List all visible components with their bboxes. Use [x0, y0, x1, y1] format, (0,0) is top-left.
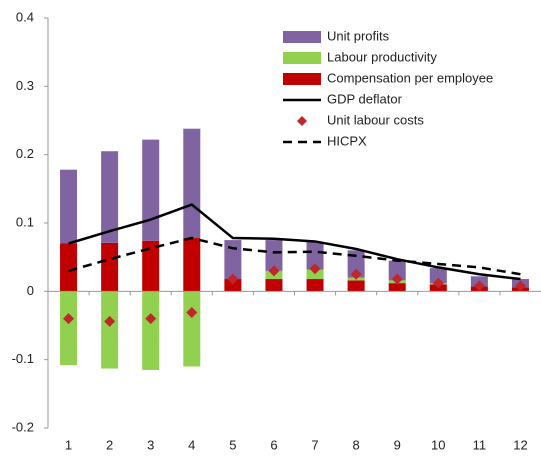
x-tick-label: 4 — [188, 437, 195, 452]
legend-label: HICPX — [327, 133, 367, 148]
bar — [60, 169, 78, 244]
bar — [265, 279, 283, 292]
legend-swatch — [283, 31, 321, 43]
y-tick-label: 0.1 — [16, 214, 34, 229]
legend-label: Unit profits — [327, 28, 390, 43]
x-tick-label: 8 — [353, 437, 360, 452]
bar — [347, 280, 365, 292]
y-tick-label: 0 — [27, 283, 34, 298]
x-tick-label: 12 — [513, 437, 527, 452]
y-tick-label: -0.1 — [12, 351, 34, 366]
bar — [306, 242, 324, 270]
legend-label: GDP deflator — [327, 91, 403, 106]
y-tick-label: 0.3 — [16, 78, 34, 93]
bar — [224, 279, 242, 292]
bar — [142, 291, 160, 370]
x-tick-label: 11 — [473, 437, 487, 452]
bar — [183, 291, 201, 367]
marker — [309, 263, 321, 275]
x-tick-label: 7 — [311, 437, 318, 452]
marker — [145, 313, 157, 325]
legend-swatch — [283, 73, 321, 85]
legend-label: Labour productivity — [327, 49, 437, 64]
y-tick-label: 0.4 — [16, 9, 34, 24]
x-tick-label: 1 — [65, 437, 72, 452]
legend-swatch — [283, 52, 321, 64]
bar — [142, 240, 160, 292]
bar — [60, 291, 78, 366]
marker — [268, 265, 280, 277]
x-tick-label: 3 — [147, 437, 154, 452]
bar — [183, 128, 201, 239]
marker — [63, 313, 75, 325]
bar — [429, 268, 447, 284]
x-tick-label: 2 — [106, 437, 113, 452]
x-tick-label: 9 — [394, 437, 401, 452]
y-tick-label: -0.2 — [12, 419, 34, 434]
marker — [227, 273, 239, 285]
bar — [101, 291, 119, 369]
legend-label: Unit labour costs — [327, 112, 424, 127]
x-tick-label: 10 — [431, 437, 445, 452]
bar — [183, 238, 201, 292]
line — [68, 203, 521, 281]
marker — [391, 273, 403, 285]
bar — [306, 279, 324, 292]
bar — [265, 240, 283, 271]
legend-swatch — [297, 116, 307, 126]
marker — [104, 315, 116, 327]
bar — [388, 260, 406, 281]
bar — [347, 250, 365, 278]
bar — [142, 139, 160, 241]
bar — [388, 283, 406, 292]
marker — [186, 307, 198, 319]
marker — [473, 280, 485, 292]
line — [68, 236, 521, 276]
marker — [350, 268, 362, 280]
bar — [60, 243, 78, 292]
x-tick-label: 6 — [270, 437, 277, 452]
bar — [224, 240, 242, 280]
y-tick-label: 0.2 — [16, 146, 34, 161]
marker — [514, 280, 526, 292]
bar — [101, 242, 119, 292]
bar — [101, 151, 119, 243]
legend-label: Compensation per employee — [327, 70, 493, 85]
x-tick-label: 5 — [229, 437, 236, 452]
marker — [432, 277, 444, 289]
